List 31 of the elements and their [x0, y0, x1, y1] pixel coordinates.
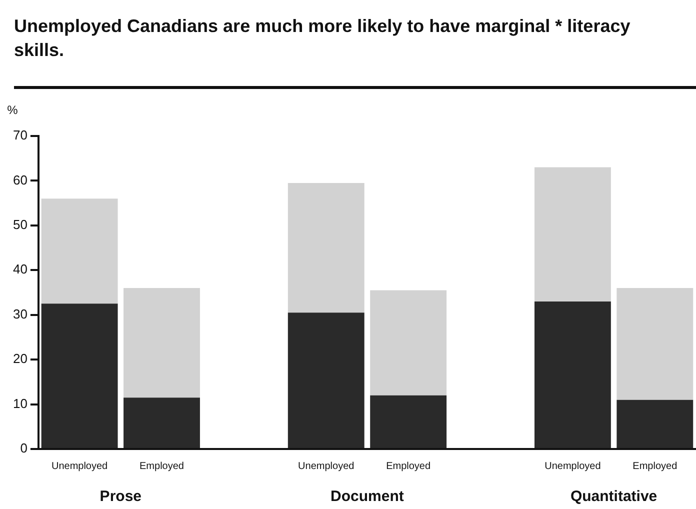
bar	[534, 167, 611, 302]
x-tick-label: Employed	[386, 460, 431, 472]
y-tick-label: 20	[12, 351, 28, 366]
y-tick-label: 50	[12, 217, 28, 232]
bar	[288, 182, 364, 313]
bar	[41, 198, 118, 304]
x-tick-label: Unemployed	[298, 460, 354, 472]
y-tick-label: 30	[12, 306, 28, 322]
bar	[288, 312, 364, 448]
bar	[616, 400, 694, 448]
x-tick-label: Unemployed	[544, 460, 601, 472]
bar	[124, 288, 200, 398]
y-tick-label: 70	[12, 128, 28, 143]
x-tick-label: Employed	[632, 460, 678, 472]
text: Quantitative	[570, 488, 658, 505]
bar	[124, 398, 200, 448]
text: Document	[330, 488, 404, 505]
bar	[370, 290, 447, 396]
y-tick-label: 40	[12, 262, 28, 277]
bar	[370, 395, 447, 448]
x-tick-label: Unemployed	[51, 460, 108, 472]
y-tick-label: 60	[12, 172, 28, 188]
bar	[616, 288, 694, 400]
x-tick-label: Employed	[140, 460, 184, 472]
y-tick-label: 10	[12, 396, 28, 411]
bar	[534, 301, 611, 448]
chart-title: Unemployed Canadians are much more likely to have marginal * literacy skills.	[14, 15, 632, 62]
text: Prose	[100, 488, 142, 505]
bar	[41, 304, 118, 448]
y-axis-title: %	[7, 103, 18, 117]
y-tick-label: 0	[20, 440, 28, 456]
